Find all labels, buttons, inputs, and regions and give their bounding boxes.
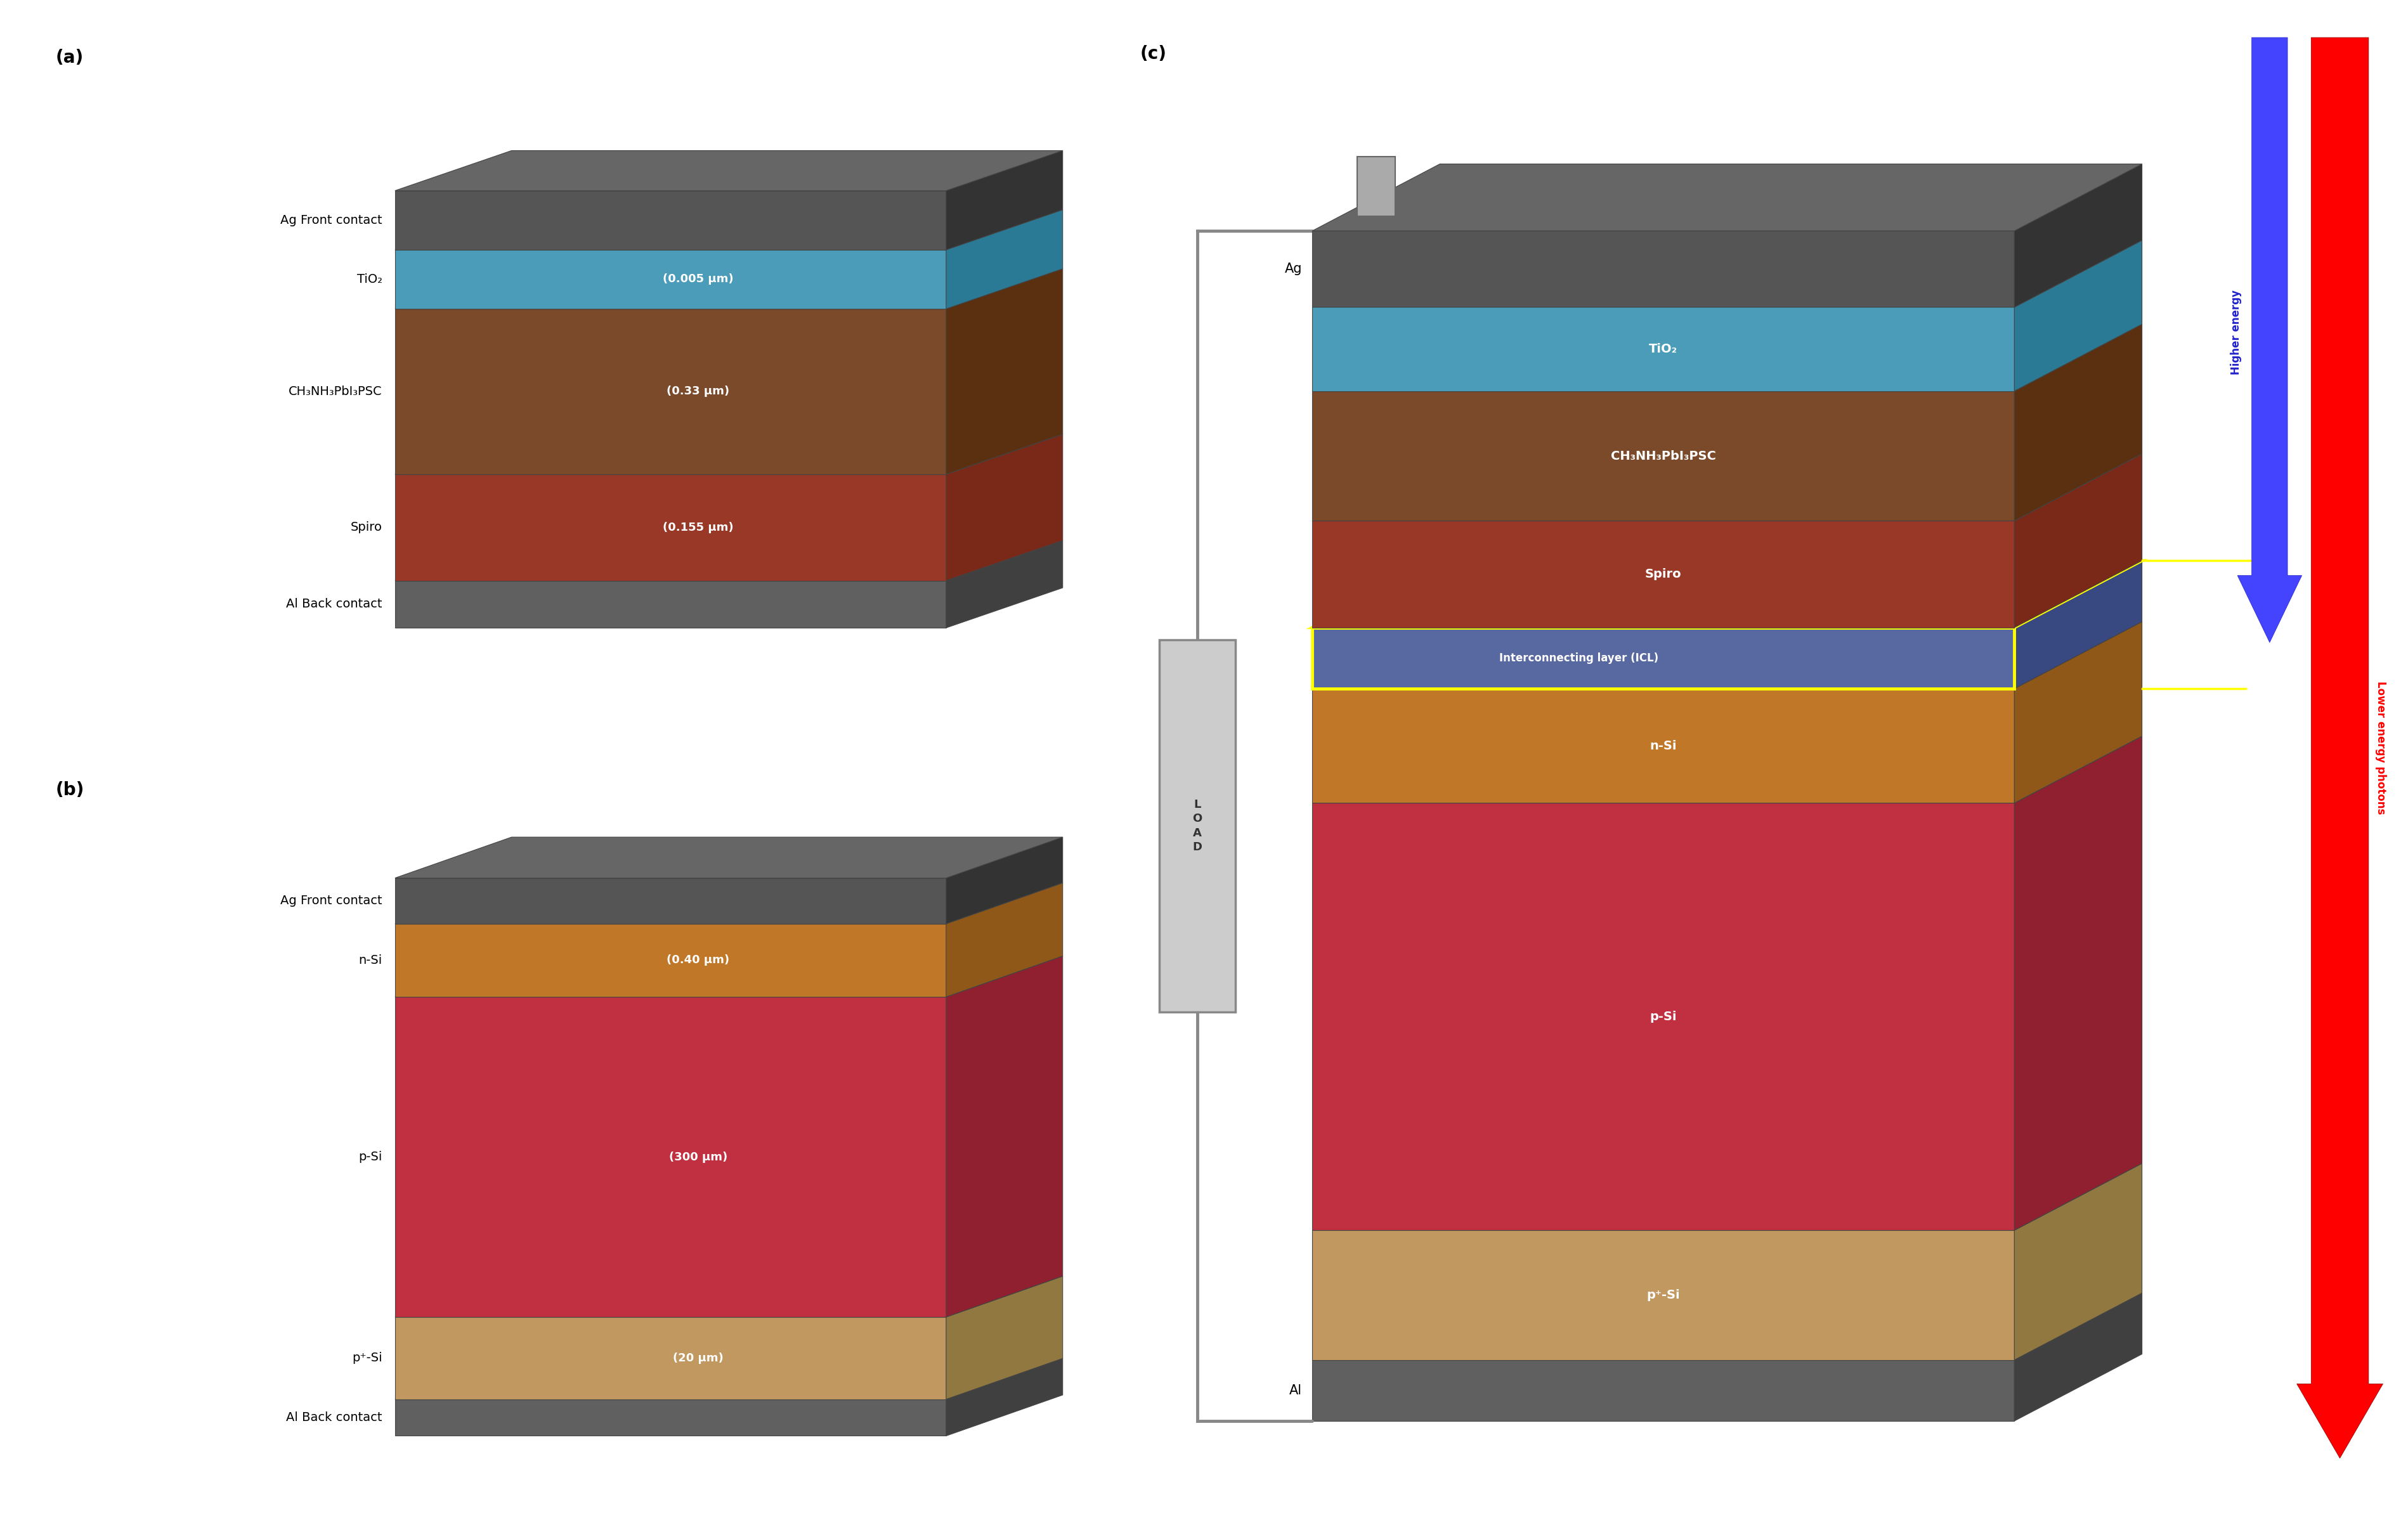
Text: TiO₂: TiO₂	[356, 273, 383, 285]
Polygon shape	[946, 150, 1062, 250]
Polygon shape	[2013, 325, 2141, 521]
Polygon shape	[946, 1359, 1062, 1436]
Text: Al Back contact: Al Back contact	[287, 1412, 383, 1424]
Polygon shape	[1312, 231, 2013, 307]
Polygon shape	[2013, 164, 2141, 307]
Text: (300 μm): (300 μm)	[669, 1151, 727, 1163]
FancyArrow shape	[2297, 38, 2382, 1459]
Text: CH₃NH₃PbI₃PSC: CH₃NH₃PbI₃PSC	[1611, 449, 1714, 461]
Polygon shape	[2013, 240, 2141, 392]
Polygon shape	[395, 580, 946, 628]
Polygon shape	[946, 883, 1062, 997]
Polygon shape	[395, 150, 1062, 191]
Polygon shape	[946, 209, 1062, 308]
Text: Spiro: Spiro	[1645, 568, 1681, 580]
Polygon shape	[1312, 689, 2013, 803]
Polygon shape	[395, 924, 946, 997]
Polygon shape	[395, 1277, 1062, 1318]
Polygon shape	[946, 269, 1062, 474]
Polygon shape	[946, 956, 1062, 1318]
Polygon shape	[1312, 325, 2141, 392]
Text: (0.155 μm): (0.155 μm)	[662, 522, 734, 533]
Text: Ag Front contact: Ag Front contact	[279, 894, 383, 906]
Polygon shape	[2013, 454, 2141, 627]
Polygon shape	[395, 997, 946, 1318]
Text: p⁺-Si: p⁺-Si	[1647, 1289, 1678, 1301]
Polygon shape	[1312, 454, 2141, 521]
Text: (b): (b)	[55, 782, 84, 798]
Polygon shape	[1312, 736, 2141, 803]
Text: Spiro: Spiro	[352, 521, 383, 533]
Polygon shape	[1312, 560, 2141, 627]
Text: (c): (c)	[1139, 46, 1165, 62]
Text: p-Si: p-Si	[359, 1151, 383, 1163]
Polygon shape	[1312, 803, 2013, 1230]
Polygon shape	[395, 434, 1062, 474]
Text: TiO₂: TiO₂	[1649, 343, 1676, 355]
Polygon shape	[1312, 1163, 2141, 1230]
Text: n-Si: n-Si	[1649, 739, 1676, 751]
Polygon shape	[1312, 1230, 2013, 1360]
Polygon shape	[946, 540, 1062, 628]
Polygon shape	[946, 1277, 1062, 1400]
Text: p-Si: p-Si	[1649, 1011, 1676, 1023]
Text: CH₃NH₃PbI₃PSC: CH₃NH₃PbI₃PSC	[289, 386, 383, 398]
Text: Interconnecting layer (ICL): Interconnecting layer (ICL)	[1500, 653, 1659, 663]
Polygon shape	[395, 540, 1062, 580]
FancyBboxPatch shape	[1158, 641, 1235, 1013]
Polygon shape	[946, 434, 1062, 580]
Polygon shape	[395, 836, 1062, 877]
Polygon shape	[2013, 1163, 2141, 1360]
Polygon shape	[395, 1400, 946, 1436]
Text: Higher energy: Higher energy	[2230, 290, 2242, 375]
Polygon shape	[1312, 240, 2141, 307]
Polygon shape	[1312, 392, 2013, 521]
Polygon shape	[395, 209, 1062, 250]
Polygon shape	[395, 250, 946, 308]
Polygon shape	[946, 836, 1062, 924]
Polygon shape	[1312, 521, 2013, 627]
Polygon shape	[395, 956, 1062, 997]
Text: (20 μm): (20 μm)	[672, 1353, 722, 1363]
Polygon shape	[2013, 1293, 2141, 1421]
Polygon shape	[395, 308, 946, 474]
Polygon shape	[1312, 627, 2013, 689]
Polygon shape	[395, 191, 946, 250]
Text: Al Back contact: Al Back contact	[287, 598, 383, 610]
Polygon shape	[395, 269, 1062, 308]
Text: Ag: Ag	[1283, 263, 1303, 275]
Polygon shape	[395, 877, 946, 924]
Text: Al: Al	[1288, 1384, 1303, 1397]
Text: Lower energy photons: Lower energy photons	[2374, 682, 2386, 815]
Polygon shape	[395, 474, 946, 580]
Polygon shape	[395, 883, 1062, 924]
Text: n-Si: n-Si	[359, 955, 383, 967]
FancyBboxPatch shape	[1356, 156, 1394, 216]
Text: (0.40 μm): (0.40 μm)	[667, 955, 730, 965]
FancyArrow shape	[2237, 38, 2302, 642]
Text: (a): (a)	[55, 49, 84, 67]
Text: p⁺-Si: p⁺-Si	[352, 1353, 383, 1365]
Polygon shape	[1312, 1293, 2141, 1360]
Text: L
O
A
D: L O A D	[1192, 798, 1202, 853]
Polygon shape	[1312, 1360, 2013, 1421]
Text: Ag Front contact: Ag Front contact	[279, 214, 383, 226]
Polygon shape	[1312, 307, 2013, 392]
Polygon shape	[2013, 622, 2141, 803]
Polygon shape	[395, 1359, 1062, 1400]
Polygon shape	[2013, 736, 2141, 1230]
Polygon shape	[1312, 164, 2141, 231]
Text: (0.005 μm): (0.005 μm)	[662, 273, 734, 285]
Polygon shape	[1312, 622, 2141, 689]
Polygon shape	[395, 1318, 946, 1400]
Polygon shape	[2013, 560, 2141, 689]
Text: (0.33 μm): (0.33 μm)	[667, 386, 730, 398]
